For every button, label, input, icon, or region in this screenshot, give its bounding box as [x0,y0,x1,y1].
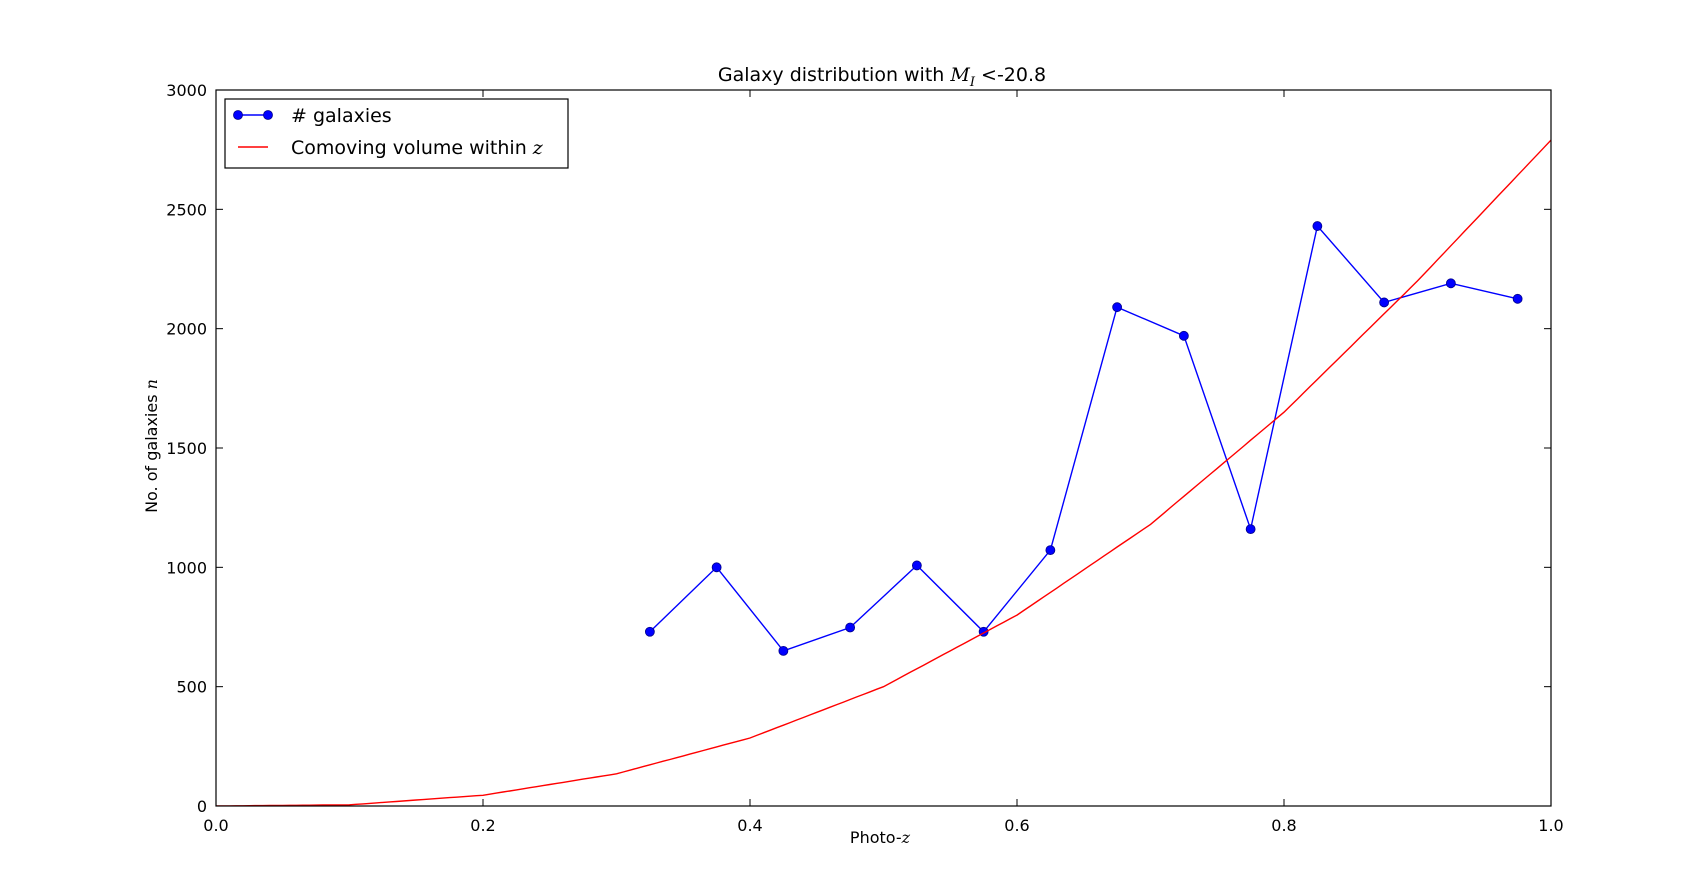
x-tick-label: 0.6 [1004,816,1029,835]
data-point [1045,545,1056,556]
plot-frame [215,89,1552,807]
data-point [845,622,856,633]
data-point [644,626,655,637]
legend-entry-galaxies: # galaxies [233,105,392,127]
data-point [778,645,789,656]
data-point [1312,221,1323,231]
chart-title: Galaxy distribution with MI <-20.8 [718,64,1046,90]
y-tick-label: 1000 [166,558,207,577]
legend-marker-galaxies [233,110,243,120]
legend-label-comoving-volume: Comoving volume within z [291,137,544,159]
data-point [711,562,722,573]
data-point [911,560,922,571]
plot-area [215,89,1552,807]
x-tick-label: 0.2 [470,816,495,835]
x-tick-label: 0.4 [737,816,762,835]
legend-box [224,98,569,169]
x-tick-label: 0.8 [1271,816,1296,835]
legend-marker-galaxies [263,110,273,120]
series-0 [644,221,1523,656]
y-tick-label: 1500 [166,439,207,458]
y-tick-label: 0 [197,797,207,816]
x-axis-label: Photo-z [850,828,911,847]
data-point [1445,278,1456,289]
data-point [1512,293,1523,304]
data-point [1178,330,1189,341]
data-point [1379,297,1390,308]
x-tick-label: 0.0 [203,816,228,835]
legend: # galaxies Comoving volume within z [224,98,569,169]
y-tick-label: 2500 [166,200,207,219]
y-tick-label: 3000 [166,81,207,100]
series-1 [216,139,1551,806]
legend-entry-comoving-volume: Comoving volume within z [238,137,544,159]
series-line [649,224,1518,652]
y-tick-label: 2000 [166,320,207,339]
y-axis-label: No. of galaxies n [142,379,161,513]
series-line [216,139,1551,806]
data-point [1112,302,1123,313]
legend-label-galaxies: # galaxies [291,105,392,127]
x-tick-label: 1.0 [1538,816,1563,835]
data-point [1245,524,1256,535]
y-tick-label: 500 [176,678,207,697]
